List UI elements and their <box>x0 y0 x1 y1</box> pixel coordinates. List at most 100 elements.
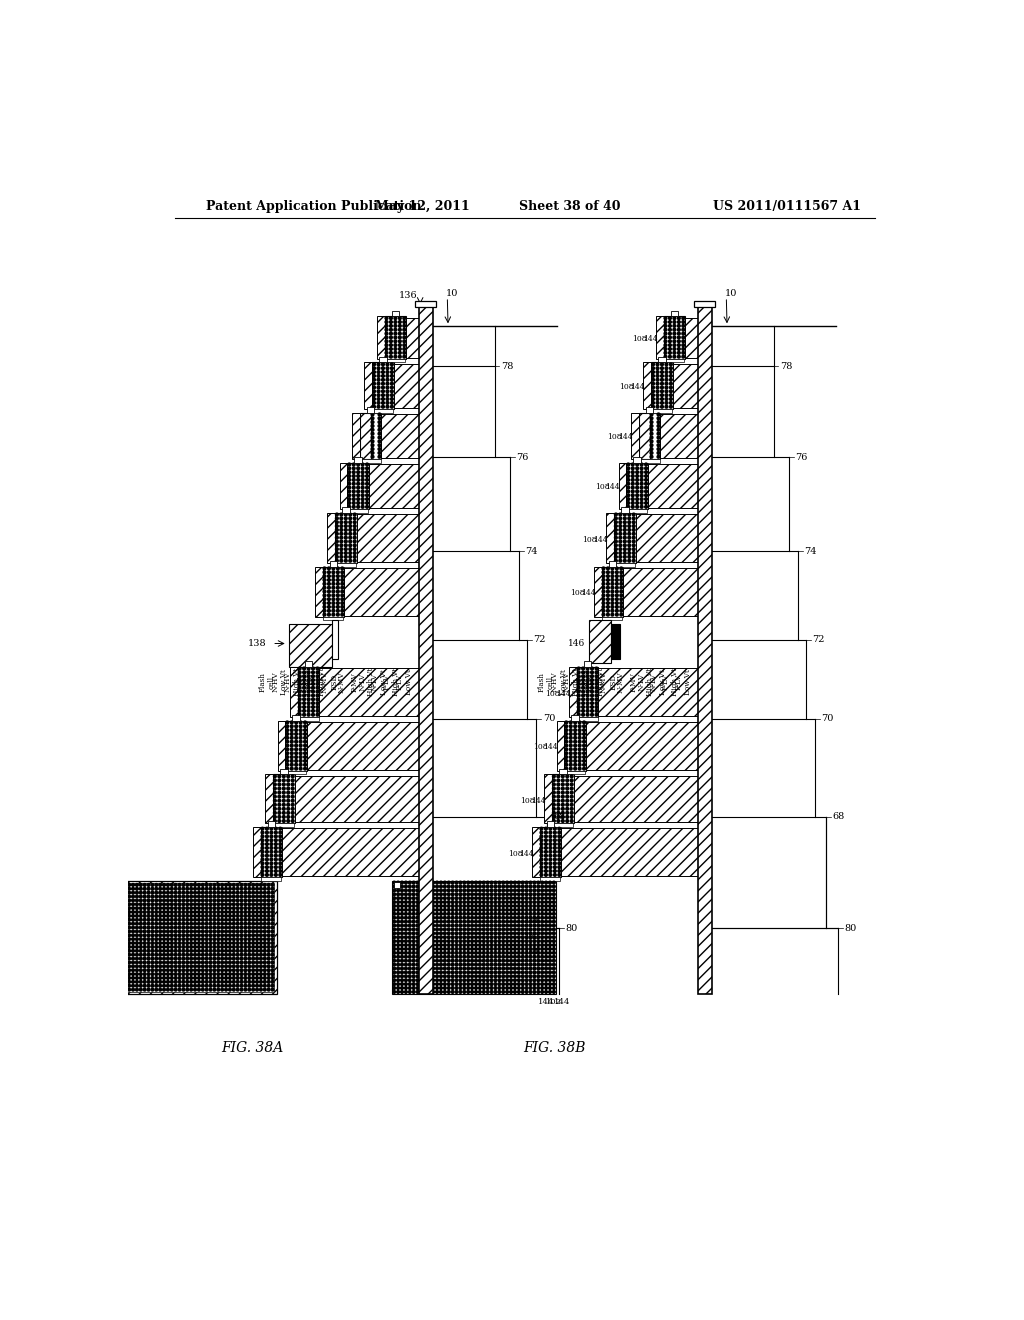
Circle shape <box>304 733 306 735</box>
Circle shape <box>549 990 551 994</box>
Circle shape <box>553 836 556 838</box>
Circle shape <box>237 887 239 890</box>
Circle shape <box>545 862 547 865</box>
Circle shape <box>673 355 676 358</box>
Circle shape <box>361 506 364 508</box>
Circle shape <box>263 969 266 972</box>
Circle shape <box>618 517 622 520</box>
Circle shape <box>273 812 276 814</box>
Circle shape <box>525 952 528 954</box>
Circle shape <box>120 923 123 925</box>
Circle shape <box>147 883 150 886</box>
Bar <box>332 620 338 659</box>
Circle shape <box>529 900 531 903</box>
Circle shape <box>139 899 142 902</box>
Circle shape <box>217 961 220 964</box>
Circle shape <box>510 979 512 982</box>
Circle shape <box>482 960 485 962</box>
Circle shape <box>155 969 158 972</box>
Circle shape <box>135 945 138 948</box>
Circle shape <box>159 891 162 894</box>
Circle shape <box>202 945 204 948</box>
Circle shape <box>304 744 306 747</box>
Circle shape <box>416 952 419 954</box>
Circle shape <box>209 899 212 902</box>
Circle shape <box>606 586 609 589</box>
Circle shape <box>404 882 408 884</box>
Circle shape <box>151 957 154 960</box>
Circle shape <box>332 602 335 605</box>
Circle shape <box>582 671 585 673</box>
Circle shape <box>170 935 173 937</box>
Circle shape <box>545 928 548 931</box>
Bar <box>344 568 419 615</box>
Circle shape <box>510 886 512 888</box>
Circle shape <box>651 385 654 389</box>
Circle shape <box>132 953 134 956</box>
Circle shape <box>128 949 130 952</box>
Circle shape <box>287 791 290 793</box>
Circle shape <box>602 610 605 612</box>
Circle shape <box>237 969 239 972</box>
Circle shape <box>390 363 393 366</box>
Circle shape <box>244 907 247 909</box>
Circle shape <box>194 937 197 941</box>
Circle shape <box>213 927 216 929</box>
Circle shape <box>482 882 485 884</box>
Circle shape <box>443 888 446 892</box>
Circle shape <box>402 325 406 327</box>
Circle shape <box>286 748 289 751</box>
Circle shape <box>486 944 489 946</box>
Circle shape <box>241 927 243 929</box>
Circle shape <box>471 916 473 919</box>
Circle shape <box>545 886 548 888</box>
Circle shape <box>198 915 201 917</box>
Circle shape <box>224 935 227 937</box>
Circle shape <box>147 899 150 902</box>
Circle shape <box>182 941 184 944</box>
Circle shape <box>615 598 618 601</box>
Circle shape <box>459 986 462 990</box>
Circle shape <box>432 908 434 911</box>
Circle shape <box>478 892 481 896</box>
Circle shape <box>573 752 577 755</box>
Circle shape <box>291 725 293 727</box>
Circle shape <box>541 900 544 903</box>
Circle shape <box>263 919 266 921</box>
Circle shape <box>615 590 618 593</box>
Circle shape <box>205 899 208 902</box>
Circle shape <box>432 979 434 982</box>
Circle shape <box>248 937 251 941</box>
Circle shape <box>348 463 350 466</box>
Circle shape <box>534 886 536 888</box>
Circle shape <box>361 498 364 500</box>
Circle shape <box>545 960 548 962</box>
Circle shape <box>435 986 438 990</box>
Circle shape <box>278 808 281 810</box>
Circle shape <box>404 948 408 950</box>
Circle shape <box>583 767 586 770</box>
Circle shape <box>224 977 227 979</box>
Circle shape <box>517 892 520 896</box>
Circle shape <box>393 975 395 978</box>
Circle shape <box>377 379 380 381</box>
Circle shape <box>198 891 201 894</box>
Circle shape <box>267 969 270 972</box>
Circle shape <box>332 582 335 585</box>
Circle shape <box>416 940 419 942</box>
Circle shape <box>205 941 208 944</box>
Circle shape <box>549 972 551 974</box>
Circle shape <box>132 895 134 898</box>
Circle shape <box>545 846 547 849</box>
Circle shape <box>396 900 399 903</box>
Circle shape <box>170 973 173 975</box>
Circle shape <box>189 957 193 960</box>
Circle shape <box>263 949 266 952</box>
Circle shape <box>291 763 293 766</box>
Circle shape <box>645 506 647 508</box>
Circle shape <box>336 544 338 546</box>
Circle shape <box>271 953 274 956</box>
Circle shape <box>627 475 630 478</box>
Circle shape <box>459 932 462 935</box>
Circle shape <box>549 960 551 962</box>
